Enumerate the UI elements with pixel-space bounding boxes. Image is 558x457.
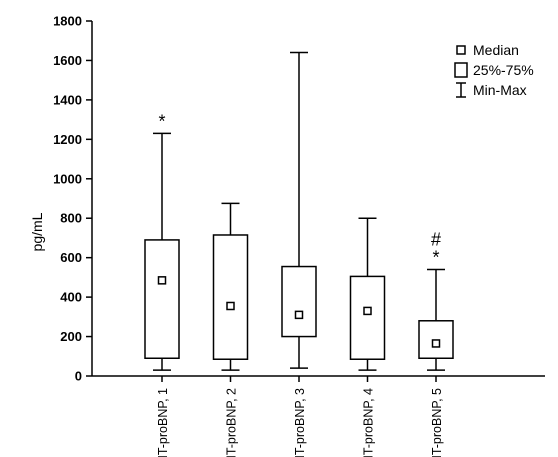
y-tick-label: 600 <box>60 250 82 265</box>
legend-median-symbol <box>456 45 466 55</box>
iqr-box <box>144 239 180 360</box>
significance-annotation: * <box>432 248 439 268</box>
significance-annotation: # <box>431 230 441 250</box>
x-axis: NT-proBNP, 1 NT-proBNP, 2 NT-proBNP, 3 NT-p… <box>92 375 545 457</box>
median-marker <box>157 276 167 285</box>
legend-item: Min-Max <box>456 82 527 98</box>
y-tick-label: 400 <box>60 290 82 305</box>
y-tick-label: 1800 <box>53 14 82 29</box>
iqr-box <box>212 234 249 360</box>
legend-label: Min-Max <box>473 82 527 98</box>
x-category-label: NT-proBNP, 5 <box>430 388 444 457</box>
median-marker <box>431 339 441 348</box>
median-marker <box>294 310 304 320</box>
y-axis-label: pg/mL <box>29 212 45 251</box>
y-tick-label: 200 <box>60 329 82 344</box>
legend-box-symbol <box>454 62 468 78</box>
y-tick-label: 1600 <box>53 53 82 68</box>
iqr-box <box>349 275 386 360</box>
median-marker <box>363 306 372 316</box>
iqr-box <box>281 265 317 338</box>
legend-label: Median <box>473 42 519 58</box>
y-tick-label: 0 <box>75 369 82 384</box>
x-category-label: NT-proBNP, 2 <box>225 388 239 457</box>
box-group: #* <box>418 230 454 371</box>
box-group <box>212 202 249 371</box>
x-category-label: NT-proBNP, 3 <box>293 388 307 457</box>
legend-item: Median <box>456 42 519 58</box>
significance-annotation: * <box>158 111 165 131</box>
boxes: *#* <box>144 51 454 371</box>
x-category-label: NT-proBNP, 4 <box>362 388 376 457</box>
y-tick-label: 1000 <box>53 171 82 186</box>
y-axis: 0 200 400 600 800 1000 1200 1400 1600 1800 <box>53 14 93 384</box>
box-group: * <box>144 111 180 371</box>
median-marker <box>226 301 235 311</box>
y-tick-label: 1400 <box>53 92 82 107</box>
x-category-label: NT-proBNP, 1 <box>156 388 170 457</box>
box-group <box>281 51 317 369</box>
legend: Median 25%-75% Min-Max <box>454 42 534 98</box>
legend-label: 25%-75% <box>473 62 534 78</box>
y-tick-label: 1200 <box>53 132 82 147</box>
box-group <box>349 217 386 371</box>
legend-item: 25%-75% <box>454 62 534 78</box>
y-tick-label: 800 <box>60 211 82 226</box>
